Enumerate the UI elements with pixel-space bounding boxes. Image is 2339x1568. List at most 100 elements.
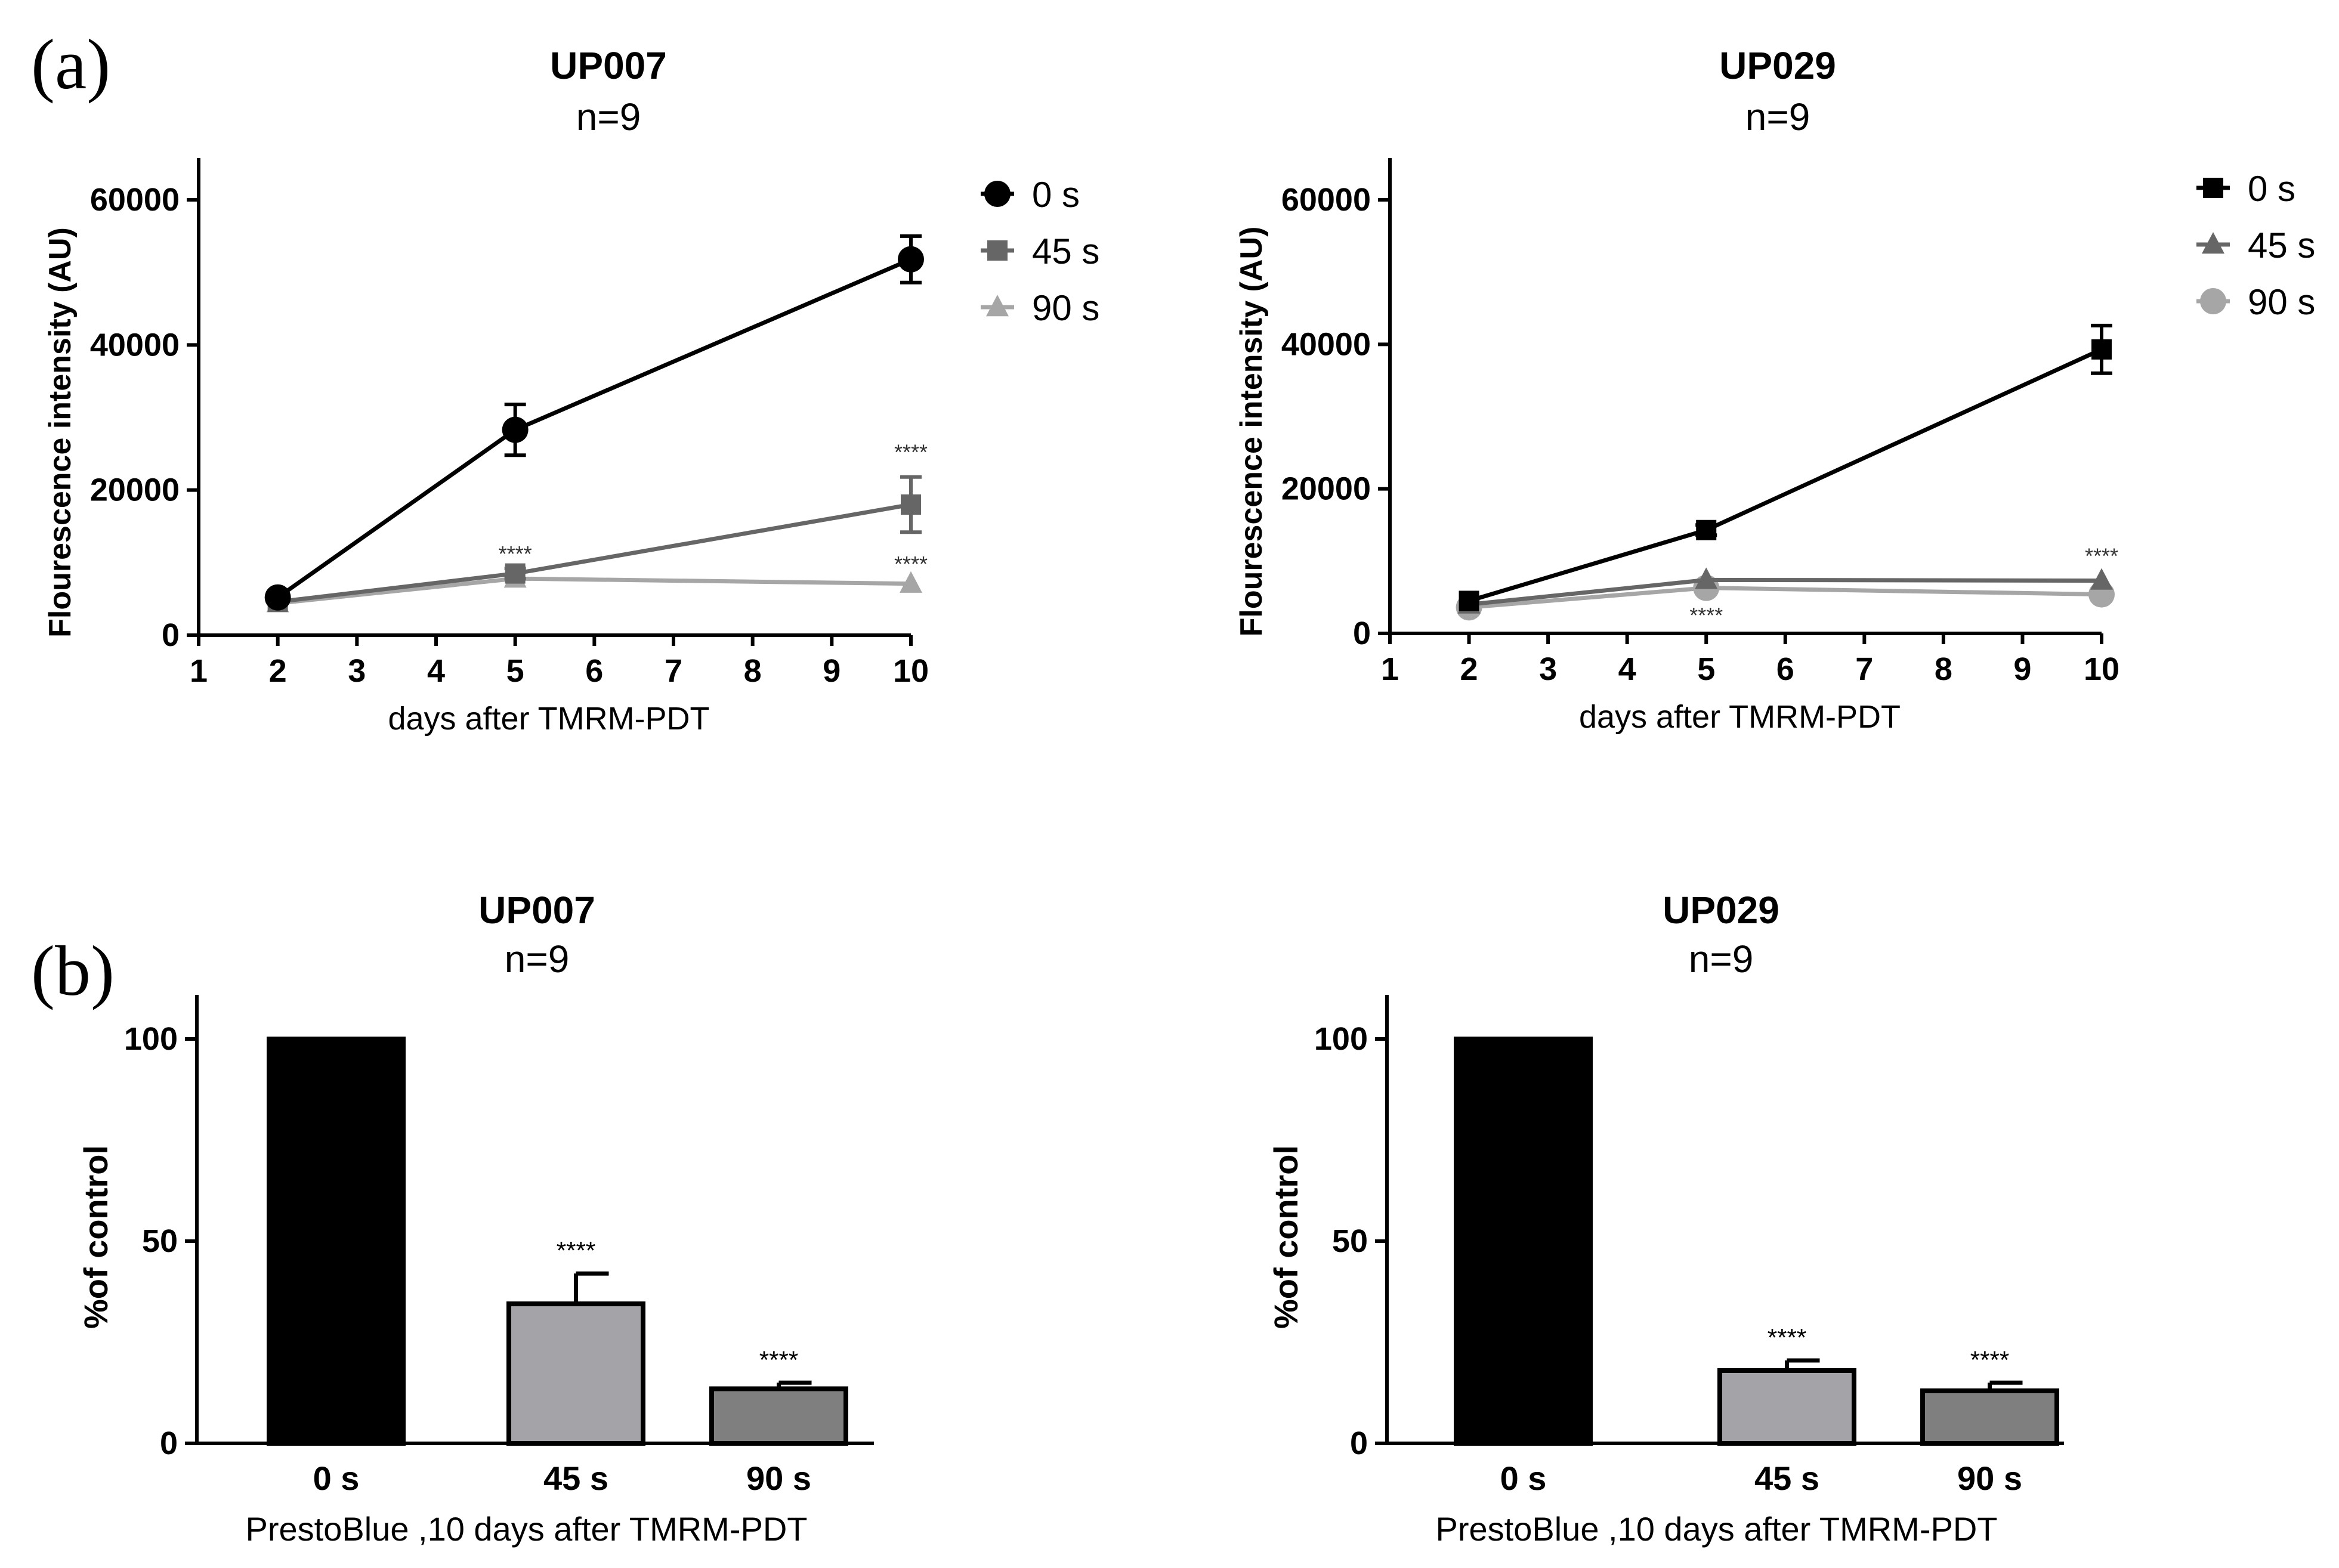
- x-tick-label: 2: [1460, 651, 1478, 687]
- chart-title: UP007: [550, 44, 667, 87]
- significance-annotation: ****: [894, 440, 928, 465]
- significance-annotation: ****: [2085, 543, 2118, 568]
- data-point-45s: [901, 494, 921, 515]
- legend-label: 0 s: [1032, 175, 1080, 215]
- data-point-90s: [900, 571, 922, 593]
- significance-annotation: ****: [1689, 603, 1723, 627]
- x-tick-label: 0 s: [1500, 1459, 1547, 1497]
- panel-label-b: (b): [31, 931, 115, 1010]
- data-point-0s: [1459, 590, 1479, 611]
- legend-marker: [986, 295, 1009, 317]
- chart-title: UP029: [1663, 889, 1779, 932]
- x-tick-label: 6: [1776, 651, 1794, 687]
- x-tick-label: 4: [1618, 651, 1636, 687]
- y-axis-label: %of control: [1267, 1145, 1305, 1329]
- y-tick-label: 50: [1332, 1223, 1368, 1259]
- legend-entry: 90 s: [2196, 282, 2315, 322]
- series-line-0s: [1468, 347, 2103, 603]
- legend-entry: 0 s: [981, 175, 1080, 215]
- chart-up029-line: UP029 n=9 1 2 3 4 5 6 7 8 9 10 0 20000 40000 60000 days …: [1234, 44, 2315, 735]
- legend-label: 90 s: [2248, 282, 2315, 322]
- legend-label: 90 s: [1032, 288, 1099, 328]
- data-point-45s: [2090, 568, 2113, 590]
- panel-label-a: (a): [31, 24, 110, 104]
- y-axis-label: Flourescence intensity (AU): [1234, 227, 1269, 637]
- y-tick-label: 60000: [1281, 182, 1371, 218]
- y-axis-label: Flourescence intensity (AU): [43, 227, 78, 638]
- x-tick-label: 10: [893, 653, 929, 689]
- x-tick-label: 7: [1855, 651, 1873, 687]
- x-tick-label: 1: [1381, 651, 1399, 687]
- y-tick-label: 100: [1314, 1021, 1368, 1057]
- y-tick-label: 20000: [90, 472, 180, 508]
- chart-title: UP007: [478, 889, 595, 932]
- x-tick-label: 90 s: [1957, 1459, 2022, 1497]
- y-tick-label: 0: [1350, 1425, 1368, 1461]
- y-tick-label: 0: [162, 617, 180, 653]
- x-tick-label: 5: [1697, 651, 1715, 687]
- legend-entry: 90 s: [981, 288, 1099, 328]
- significance-annotation: ****: [499, 542, 532, 566]
- bar-0s: [267, 1037, 406, 1446]
- series-line-45s: [277, 502, 912, 604]
- x-tick-label: 5: [506, 653, 524, 689]
- legend-marker: [987, 240, 1008, 261]
- legend-label: 45 s: [2248, 225, 2315, 265]
- series-line-0s: [276, 257, 912, 599]
- chart-title: UP029: [1719, 44, 1836, 87]
- bar-45s: [506, 1301, 645, 1446]
- x-tick-label: 4: [427, 653, 445, 689]
- chart-subtitle: n=9: [1689, 938, 1754, 981]
- data-point-0s: [898, 246, 924, 273]
- significance-annotation: ****: [1970, 1346, 2009, 1374]
- legend-label: 0 s: [2248, 169, 2295, 209]
- x-tick-label: 8: [744, 653, 762, 689]
- data-point-45s: [505, 563, 526, 584]
- bar-90s: [709, 1386, 848, 1446]
- x-axis-label: days after TMRM-PDT: [388, 701, 709, 737]
- x-tick-label: 3: [1539, 651, 1557, 687]
- y-tick-label: 40000: [1281, 326, 1371, 362]
- y-tick-label: 50: [142, 1223, 178, 1259]
- y-tick-label: 0: [1353, 616, 1371, 651]
- x-tick-label: 6: [585, 653, 603, 689]
- significance-annotation: ****: [1768, 1323, 1806, 1351]
- y-tick-label: 40000: [90, 327, 180, 363]
- y-tick-label: 0: [160, 1425, 178, 1461]
- x-tick-label: 45 s: [543, 1459, 608, 1497]
- significance-annotation: ****: [759, 1346, 798, 1374]
- data-point-0s: [502, 416, 529, 443]
- legend-label: 45 s: [1032, 231, 1099, 271]
- y-axis-label: %of control: [77, 1145, 115, 1329]
- legend-entry: 0 s: [2196, 169, 2295, 209]
- y-tick-label: 60000: [90, 182, 180, 218]
- x-tick-label: 90 s: [746, 1459, 811, 1497]
- significance-annotation: ****: [894, 552, 928, 576]
- x-axis-label: days after TMRM-PDT: [1579, 699, 1901, 735]
- data-point-0s: [264, 584, 291, 611]
- bar-45s: [1717, 1368, 1856, 1446]
- x-tick-label: 7: [665, 653, 682, 689]
- legend-entry: 45 s: [2196, 225, 2315, 265]
- legend-marker: [2200, 288, 2226, 314]
- x-tick-label: 45 s: [1754, 1459, 1819, 1497]
- data-point-0s: [1696, 519, 1717, 540]
- data-point-45s: [1695, 567, 1718, 589]
- significance-annotation: ****: [557, 1236, 595, 1264]
- legend-entry: 45 s: [981, 231, 1099, 271]
- legend-marker: [2202, 232, 2224, 254]
- series-line-90s: [1469, 586, 2102, 610]
- bar-0s: [1454, 1037, 1593, 1446]
- y-tick-label: 100: [124, 1021, 178, 1057]
- chart-subtitle: n=9: [1745, 95, 1810, 138]
- bar-90s: [1920, 1388, 2059, 1446]
- x-tick-label: 1: [190, 653, 208, 689]
- legend-marker: [984, 181, 1011, 207]
- x-tick-label: 3: [348, 653, 366, 689]
- x-axis-label: PrestoBlue ,10 days after TMRM-PDT: [1436, 1510, 1998, 1548]
- chart-subtitle: n=9: [505, 938, 570, 981]
- x-axis-label: PrestoBlue ,10 days after TMRM-PDT: [246, 1510, 808, 1548]
- x-tick-label: 10: [2084, 651, 2119, 687]
- chart-subtitle: n=9: [576, 95, 641, 138]
